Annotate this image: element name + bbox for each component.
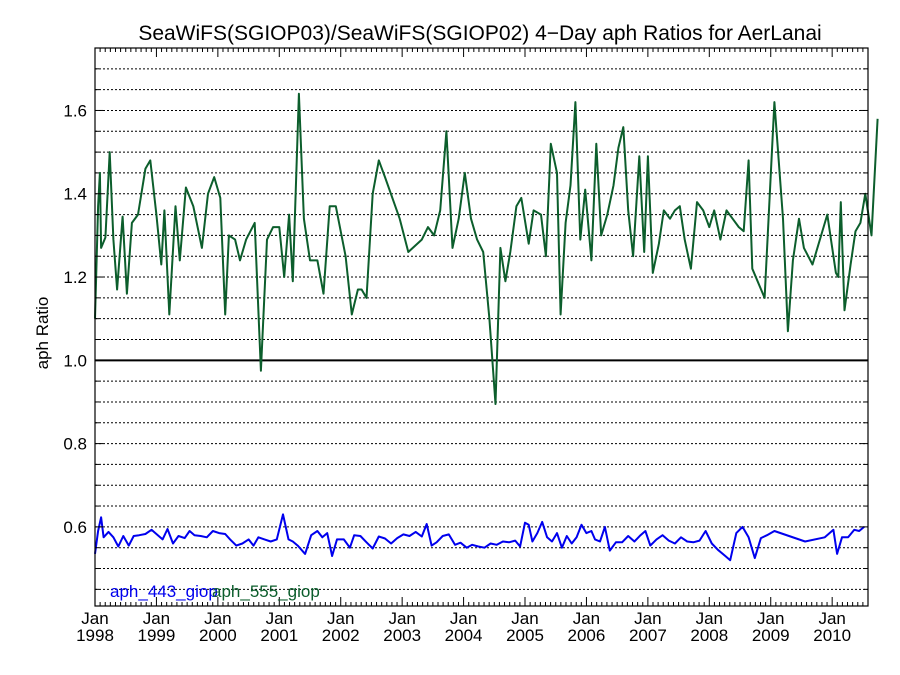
x-tick-month-label: Jan [204,609,231,628]
x-tick-month-label: Jan [327,609,354,628]
x-tick-month-label: Jan [634,609,661,628]
axes: 0.60.81.01.21.41.6Jan1998Jan1999Jan2000J… [63,47,869,645]
y-axis-label: aph Ratio [33,297,52,370]
x-tick-year-label: 2008 [690,626,728,645]
x-tick-year-label: 2006 [568,626,606,645]
x-tick-month-label: Jan [388,609,415,628]
y-tick-label: 1.2 [63,268,87,287]
x-tick-year-label: 2002 [322,626,360,645]
plot-frame [94,47,869,607]
series-line-aph-443-giop [94,513,865,562]
x-tick-year-label: 2007 [629,626,667,645]
series-line-aph-555-giop [94,92,879,405]
x-tick-year-label: 2010 [813,626,851,645]
x-tick-month-label: Jan [266,609,293,628]
x-tick-year-label: 2009 [752,626,790,645]
data-series [94,92,879,562]
x-tick-month-label: Jan [757,609,784,628]
x-tick-month-label: Jan [81,609,108,628]
y-tick-label: 1.6 [63,101,87,120]
y-tick-label: 0.6 [63,518,87,537]
x-tick-year-label: 1998 [76,626,114,645]
x-tick-year-label: 2001 [260,626,298,645]
x-tick-month-label: Jan [573,609,600,628]
x-tick-month-label: Jan [450,609,477,628]
x-tick-year-label: 2005 [506,626,544,645]
x-tick-year-label: 2004 [445,626,483,645]
x-tick-month-label: Jan [143,609,170,628]
x-tick-year-label: 1999 [138,626,176,645]
y-tick-label: 0.8 [63,435,87,454]
grid-lines [95,47,868,590]
x-tick-year-label: 2003 [383,626,421,645]
x-tick-month-label: Jan [696,609,723,628]
y-tick-label: 1.4 [63,185,87,204]
x-tick-month-label: Jan [818,609,845,628]
chart-title: SeaWiFS(SGIOP03)/SeaWiFS(SGIOP02) 4−Day … [138,22,821,45]
x-tick-month-label: Jan [511,609,538,628]
y-tick-label: 1.0 [63,351,87,370]
x-tick-year-label: 2000 [199,626,237,645]
legend-label-aph-555-giop: aph_555_giop [212,582,320,601]
legend-label-aph-443-giop: aph_443_giop [110,582,218,601]
